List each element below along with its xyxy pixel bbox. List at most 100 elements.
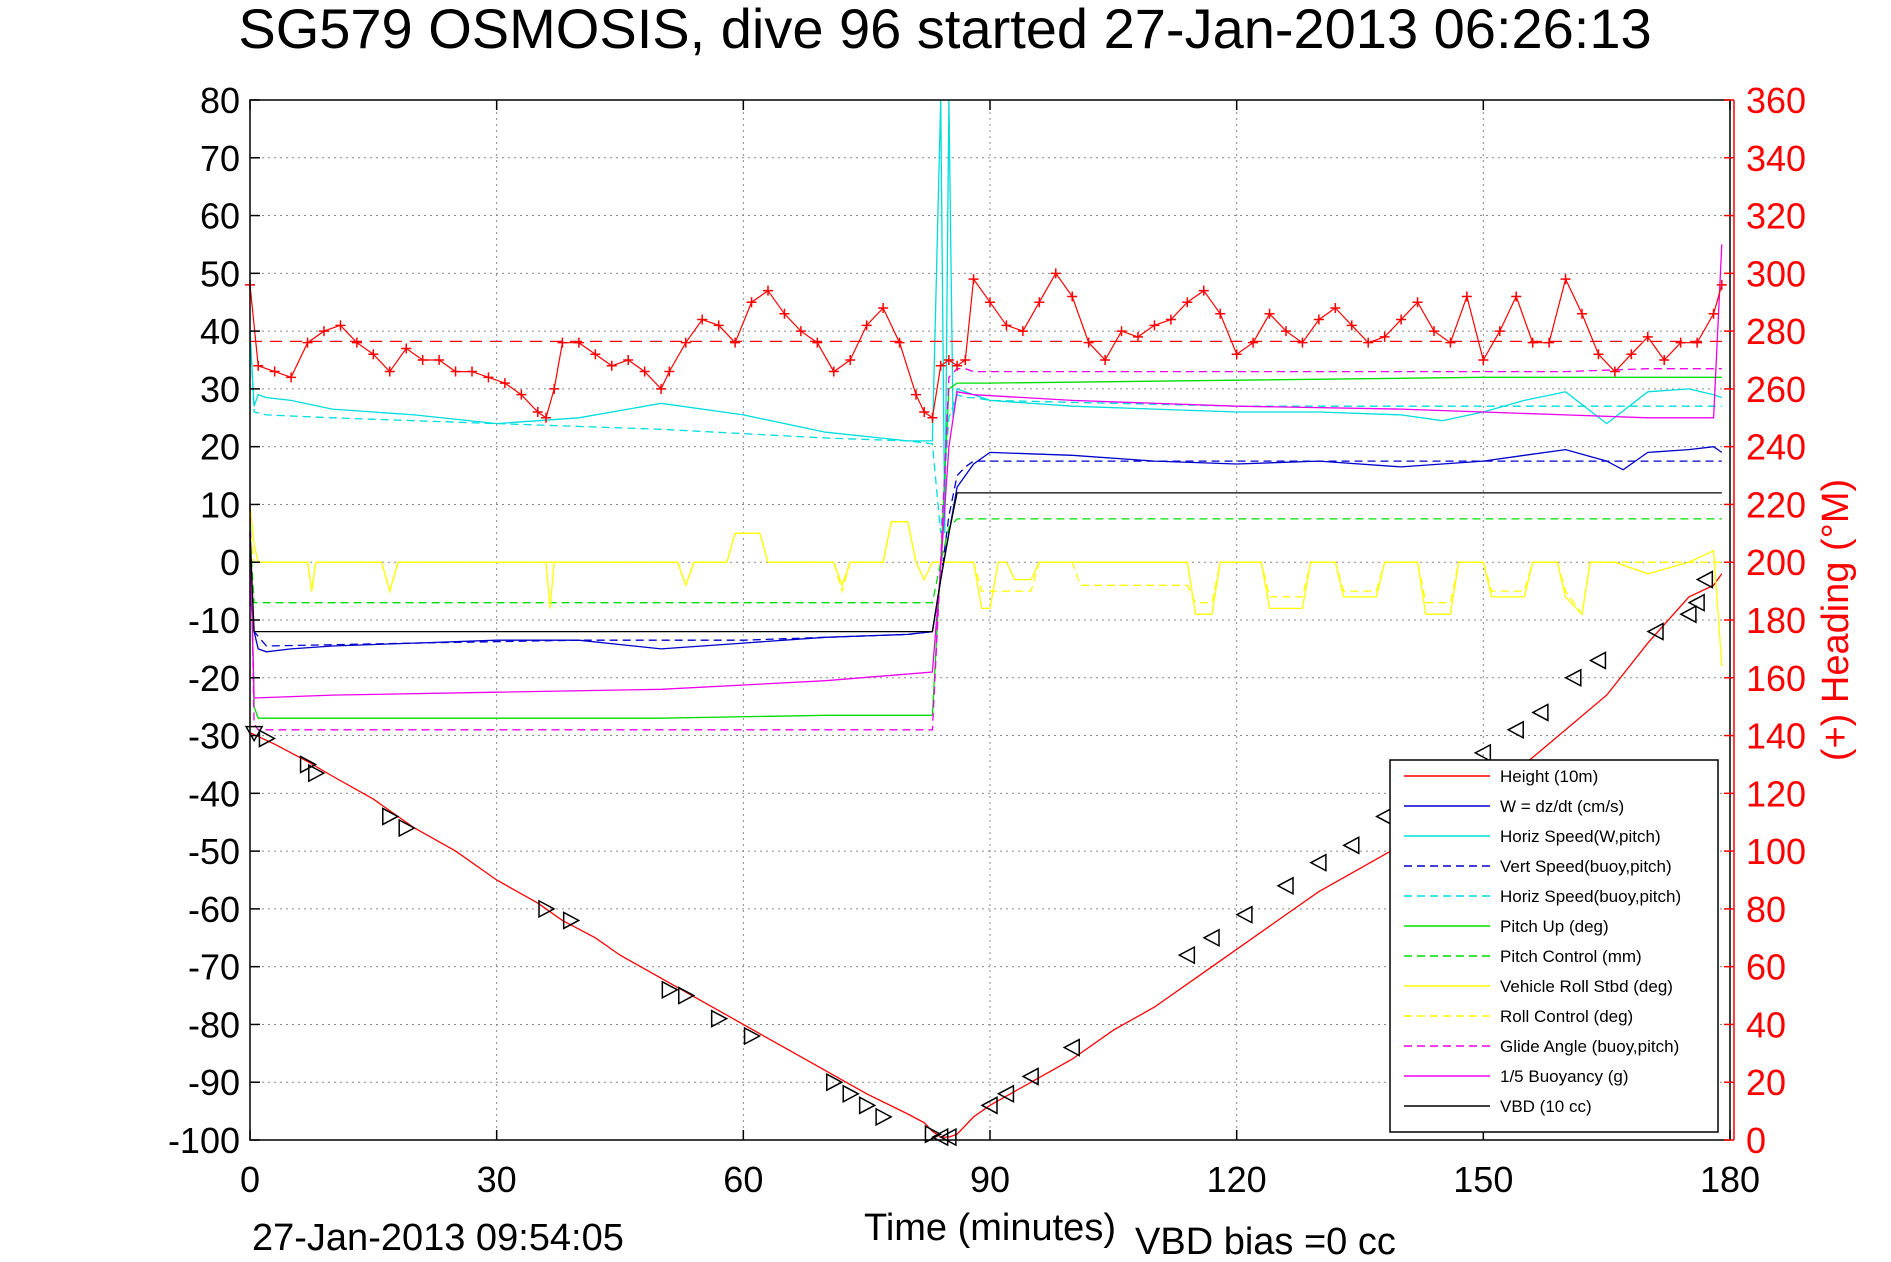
heading-point bbox=[656, 383, 667, 394]
triangle-marker bbox=[1062, 1038, 1080, 1057]
legend-label: 1/5 Buoyancy (g) bbox=[1500, 1067, 1629, 1086]
y-right-tick-label: 320 bbox=[1746, 196, 1806, 237]
y-tick-label: -100 bbox=[168, 1120, 240, 1161]
heading-point bbox=[606, 360, 617, 371]
x-tick-label: 120 bbox=[1207, 1159, 1267, 1200]
series-layer bbox=[249, 99, 1723, 1138]
y-tick-label: -70 bbox=[188, 947, 240, 988]
y-tick-label: -50 bbox=[188, 831, 240, 872]
heading-series bbox=[245, 268, 1730, 423]
heading-point bbox=[861, 320, 872, 331]
heading-point bbox=[664, 366, 675, 377]
y-tick-label: -80 bbox=[188, 1004, 240, 1045]
y-right-tick-label: 260 bbox=[1746, 369, 1806, 410]
heading-point bbox=[557, 337, 568, 348]
heading-point bbox=[1527, 337, 1538, 348]
triangle-marker bbox=[924, 1124, 943, 1144]
heading-point bbox=[779, 308, 790, 319]
legend-label: Horiz Speed(buoy,pitch) bbox=[1500, 887, 1681, 906]
heading-point bbox=[943, 355, 954, 365]
legend-label: Pitch Control (mm) bbox=[1500, 947, 1642, 966]
heading-line bbox=[249, 272, 1723, 419]
heading-point bbox=[1001, 320, 1012, 331]
triangle-marker bbox=[1531, 703, 1549, 722]
heading-point bbox=[1264, 308, 1275, 319]
triangle-marker bbox=[1506, 720, 1524, 740]
y-tick-label: 30 bbox=[200, 369, 240, 410]
series-line-6 bbox=[249, 518, 1722, 604]
legend-label: W = dz/dt (cm/s) bbox=[1500, 797, 1624, 816]
triangle-marker bbox=[1679, 604, 1697, 624]
triangle-marker bbox=[1588, 651, 1607, 670]
heading-point bbox=[1215, 308, 1226, 319]
x-axis-label: Time (minutes) bbox=[864, 1207, 1116, 1249]
heading-point bbox=[812, 337, 823, 348]
y-right-tick-label: 140 bbox=[1746, 716, 1806, 757]
triangle-marker bbox=[1276, 876, 1294, 896]
y-right-tick-label: 20 bbox=[1746, 1062, 1786, 1103]
y-axis-label-right: (+) Heading (°M) bbox=[1815, 479, 1857, 761]
legend: Height (10m) W = dz/dt (cm/s) Horiz Speed(… bbox=[1389, 759, 1719, 1133]
y-tick-label: 20 bbox=[200, 427, 240, 468]
heading-point bbox=[1363, 337, 1374, 348]
heading-point bbox=[269, 366, 280, 377]
triangle-marker bbox=[1309, 853, 1327, 872]
heading-point bbox=[911, 389, 921, 400]
triangle-marker bbox=[858, 1096, 877, 1115]
heading-point bbox=[1133, 331, 1143, 342]
heading-point bbox=[713, 320, 724, 331]
heading-point bbox=[1642, 331, 1653, 342]
triangle-marker bbox=[1646, 622, 1664, 641]
legend-label: Pitch Up (deg) bbox=[1500, 917, 1609, 936]
series-line-8 bbox=[249, 521, 1722, 616]
footer-timestamp: 27-Jan-2013 09:54:05 bbox=[252, 1217, 624, 1259]
heading-point bbox=[467, 366, 477, 377]
grid bbox=[250, 100, 1730, 1140]
y-tick-label: -10 bbox=[188, 600, 240, 641]
heading-point bbox=[1297, 337, 1308, 348]
y-right-tick-label: 340 bbox=[1746, 138, 1806, 179]
y-tick-label: 0 bbox=[220, 542, 240, 583]
heading-point bbox=[1034, 297, 1045, 308]
heading-point bbox=[351, 337, 362, 348]
y-right-tick-label: 0 bbox=[1746, 1120, 1766, 1161]
triangle-marker bbox=[875, 1107, 893, 1127]
triangle-marker bbox=[842, 1084, 860, 1104]
triangle-marker bbox=[710, 1009, 729, 1028]
heading-point bbox=[302, 337, 313, 348]
legend-label: Roll Control (deg) bbox=[1500, 1007, 1633, 1026]
triangle-marker bbox=[1235, 905, 1253, 924]
heading-point bbox=[1445, 337, 1456, 348]
y-tick-label: 10 bbox=[200, 484, 240, 525]
heading-point bbox=[319, 326, 329, 337]
legend-label: Vert Speed(buoy,pitch) bbox=[1500, 857, 1672, 876]
heading-point bbox=[590, 349, 601, 360]
y-tick-label: 40 bbox=[200, 311, 240, 352]
triangle-marker bbox=[382, 807, 400, 826]
heading-point bbox=[623, 355, 634, 365]
heading-point bbox=[935, 360, 946, 371]
y-right-tick-label: 220 bbox=[1746, 484, 1806, 525]
y-tick-label: -90 bbox=[188, 1062, 240, 1103]
heading-point bbox=[730, 337, 741, 348]
heading-point bbox=[1248, 337, 1259, 348]
triangle-marker bbox=[661, 980, 679, 1000]
y-right-tick-label: 40 bbox=[1746, 1004, 1786, 1045]
heading-point bbox=[927, 412, 938, 423]
heading-point bbox=[1231, 349, 1242, 360]
heading-point bbox=[368, 349, 379, 360]
y-tick-label: 80 bbox=[200, 80, 240, 121]
series-line-10 bbox=[249, 244, 1723, 699]
triangle-marker bbox=[308, 763, 326, 783]
y-right-tick-label: 360 bbox=[1746, 80, 1806, 121]
heading-point bbox=[1050, 268, 1061, 279]
heading-point bbox=[1149, 320, 1160, 331]
y-right-tick-label: 160 bbox=[1746, 658, 1806, 699]
y-right-tick-label: 100 bbox=[1746, 831, 1806, 872]
heading-point bbox=[1346, 320, 1357, 331]
heading-point bbox=[1313, 314, 1324, 325]
y-right-tick-label: 300 bbox=[1746, 253, 1806, 294]
triangle-marker bbox=[398, 818, 416, 838]
heading-point bbox=[434, 355, 445, 365]
